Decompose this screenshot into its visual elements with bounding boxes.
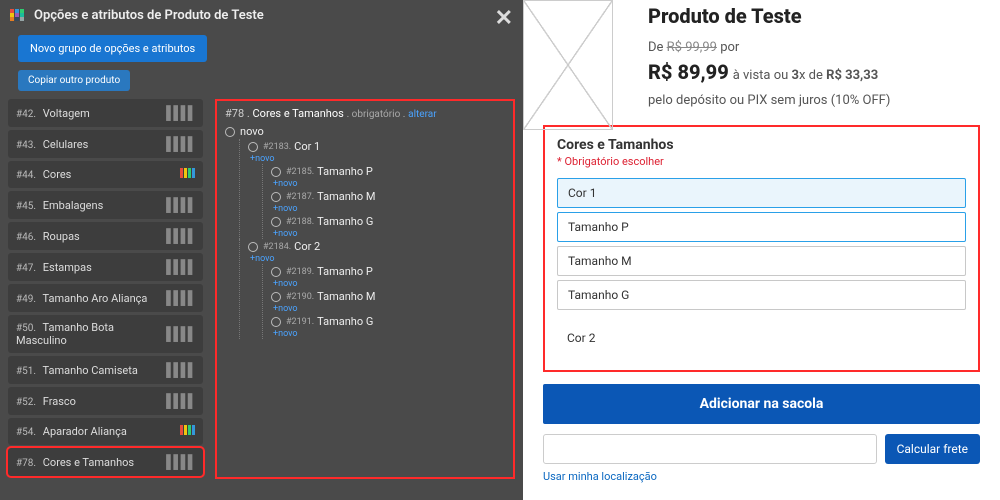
- options-title: Cores e Tamanhos: [557, 137, 966, 153]
- option-item[interactable]: Cor 1: [557, 178, 966, 208]
- sidebar-item[interactable]: #51. Tamanho Camiseta▌▌▌▌: [8, 356, 203, 384]
- product-title: Produto de Teste: [648, 4, 980, 28]
- app-logo: [10, 9, 28, 23]
- radio-icon: [271, 217, 281, 227]
- list-icon: [179, 424, 195, 439]
- add-child-link[interactable]: +novo: [273, 229, 505, 239]
- sidebar-item[interactable]: #49. Tamanho Aro Aliança▌▌▌▌: [8, 284, 203, 312]
- tree-edit-link[interactable]: alterar: [408, 109, 436, 120]
- sidebar-item[interactable]: #43. Celulares▌▌▌▌: [8, 130, 203, 158]
- add-to-bag-button[interactable]: Adicionar na sacola: [543, 384, 980, 424]
- admin-options-modal: ✕ Opções e atributos de Produto de Teste…: [0, 0, 523, 500]
- modal-title: Opções e atributos de Produto de Teste: [34, 8, 264, 23]
- options-group: Cores e Tamanhos * Obrigatório escolher …: [543, 125, 980, 372]
- radio-icon: [271, 267, 281, 277]
- sidebar-item[interactable]: #46. Roupas▌▌▌▌: [8, 222, 203, 250]
- modal-header: Opções e atributos de Produto de Teste: [0, 0, 523, 31]
- list-icon: ▌▌▌▌: [166, 228, 195, 244]
- radio-icon: [271, 167, 281, 177]
- list-icon: ▌▌▌▌: [166, 454, 195, 470]
- list-icon: ▌▌▌▌: [166, 136, 195, 152]
- price-old: R$ 99,99: [667, 40, 717, 55]
- option-item[interactable]: Cor 2: [557, 324, 966, 352]
- copy-product-button[interactable]: Copiar outro produto: [18, 70, 130, 91]
- add-child-link[interactable]: +novo: [250, 154, 505, 164]
- radio-icon: [271, 317, 281, 327]
- shipping-row: Calcular frete: [543, 434, 980, 464]
- zip-input[interactable]: [543, 434, 877, 464]
- add-child-link[interactable]: +novo: [273, 329, 505, 339]
- sidebar-item[interactable]: #50. Tamanho Bota Masculino▌▌▌▌: [8, 315, 203, 353]
- list-icon: ▌▌▌▌: [166, 393, 195, 409]
- add-child-link[interactable]: +novo: [273, 304, 505, 314]
- sidebar-item[interactable]: #42. Voltagem▌▌▌▌: [8, 99, 203, 127]
- tree-node[interactable]: #2187.Tamanho M: [271, 189, 505, 204]
- price-block: De R$ 99,99 por R$ 89,99 à vista ou 3x d…: [648, 34, 898, 111]
- tree-header: #78 . Cores e Tamanhos . obrigatório . a…: [225, 107, 505, 120]
- option-tree-panel: #78 . Cores e Tamanhos . obrigatório . a…: [215, 99, 515, 479]
- list-icon: ▌▌▌▌: [166, 197, 195, 213]
- radio-icon: [248, 242, 258, 252]
- list-icon: ▌▌▌▌: [166, 326, 195, 342]
- add-child-link[interactable]: +novo: [273, 179, 505, 189]
- sidebar-item[interactable]: #78. Cores e Tamanhos▌▌▌▌: [8, 448, 203, 476]
- new-group-button[interactable]: Novo grupo de opções e atributos: [18, 35, 207, 62]
- option-item[interactable]: Tamanho M: [557, 246, 966, 276]
- tree-root[interactable]: novo: [225, 124, 505, 139]
- option-groups-list: #42. Voltagem▌▌▌▌ #43. Celulares▌▌▌▌ #44. …: [8, 99, 203, 479]
- sidebar-item[interactable]: #44. Cores: [8, 161, 203, 188]
- image-placeholder: [523, 0, 613, 130]
- radio-icon: [271, 292, 281, 302]
- use-location-link[interactable]: Usar minha localização: [543, 470, 657, 483]
- list-icon: ▌▌▌▌: [166, 259, 195, 275]
- tree-node[interactable]: #2189.Tamanho P: [271, 264, 505, 279]
- price-main: R$ 89,99: [648, 60, 729, 84]
- option-item[interactable]: Tamanho P: [557, 212, 966, 242]
- tree-node[interactable]: #2191.Tamanho G: [271, 314, 505, 329]
- tree-node[interactable]: #2190.Tamanho M: [271, 289, 505, 304]
- options-required-label: * Obrigatório escolher: [557, 155, 966, 168]
- sidebar-item[interactable]: #45. Embalagens▌▌▌▌: [8, 191, 203, 219]
- calc-shipping-button[interactable]: Calcular frete: [885, 434, 980, 464]
- list-icon: ▌▌▌▌: [166, 105, 195, 121]
- tree-node[interactable]: #2188.Tamanho G: [271, 214, 505, 229]
- tree-node[interactable]: #2185.Tamanho P: [271, 164, 505, 179]
- add-child-link[interactable]: +novo: [273, 204, 505, 214]
- add-child-link[interactable]: +novo: [250, 254, 505, 264]
- radio-icon: [271, 192, 281, 202]
- tree-node[interactable]: #2184.Cor 2: [248, 239, 505, 254]
- close-icon[interactable]: ✕: [495, 6, 513, 31]
- option-item[interactable]: Tamanho G: [557, 280, 966, 310]
- list-icon: ▌▌▌▌: [166, 290, 195, 306]
- list-icon: ▌▌▌▌: [166, 362, 195, 378]
- add-child-link[interactable]: +novo: [273, 279, 505, 289]
- sidebar-item[interactable]: #54. Aparador Aliança: [8, 418, 203, 445]
- list-icon: [179, 167, 195, 182]
- radio-icon: [248, 142, 258, 152]
- sidebar-item[interactable]: #52. Frasco▌▌▌▌: [8, 387, 203, 415]
- tree-node[interactable]: #2183.Cor 1: [248, 139, 505, 154]
- product-preview: Produto de Teste De R$ 99,99 por R$ 89,9…: [523, 0, 1000, 500]
- sidebar-item[interactable]: #47. Estampas▌▌▌▌: [8, 253, 203, 281]
